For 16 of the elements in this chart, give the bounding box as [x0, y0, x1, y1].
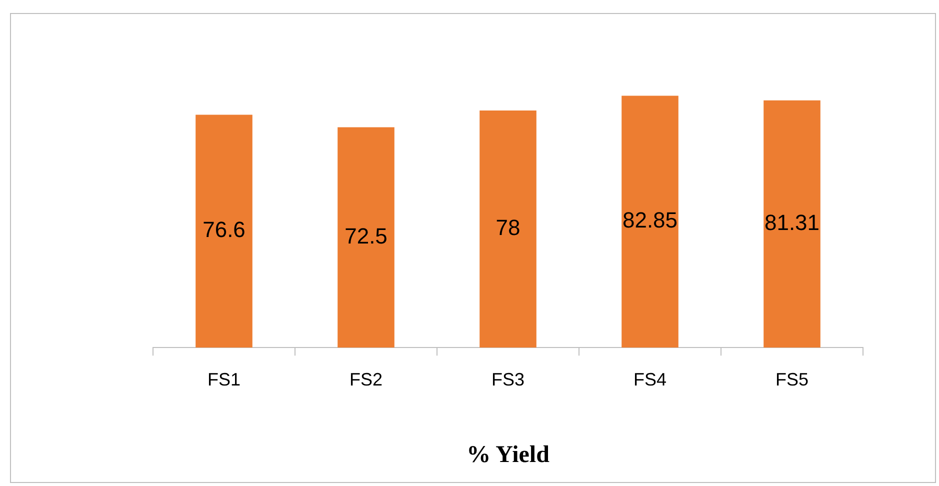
data-label: 82.85	[622, 208, 678, 233]
x-tick-label: FS2	[349, 369, 383, 390]
bar	[338, 127, 394, 348]
data-label: 81.31	[764, 210, 820, 236]
x-axis-title: % Yield	[466, 442, 550, 468]
bar	[622, 96, 678, 348]
bar	[196, 114, 252, 348]
bar	[764, 100, 820, 348]
bar	[480, 110, 536, 348]
x-tick-label: FS3	[491, 369, 525, 390]
data-label: 72.5	[344, 223, 388, 248]
data-label: 78	[496, 215, 520, 240]
x-tick-label: FS5	[775, 369, 809, 390]
x-tick-label: FS4	[633, 369, 667, 390]
data-label: 76.6	[202, 217, 246, 242]
x-tick-label: FS1	[207, 369, 241, 390]
